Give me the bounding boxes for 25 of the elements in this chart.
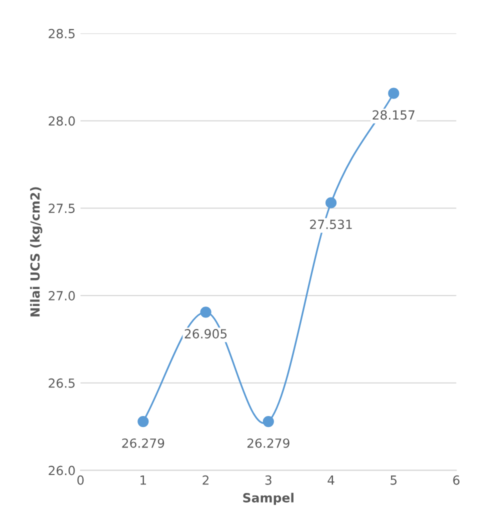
data-label: 28.157: [372, 110, 414, 120]
data-label: 26.279: [247, 438, 290, 448]
point: [138, 416, 149, 428]
x-tick-label: 3: [265, 475, 272, 485]
x-tick-label: 5: [390, 476, 397, 485]
y-tick-label: 28.0: [48, 116, 75, 126]
y-tick-label: 28.5: [48, 28, 75, 38]
x-tick-label: 4: [328, 476, 334, 485]
x-tick-label: 0: [77, 475, 84, 485]
y-tick-label: 26.5: [48, 378, 75, 388]
y-tick-label: 26.0: [48, 466, 75, 476]
point: [325, 197, 337, 208]
point: [262, 416, 274, 428]
y-tick-label: 27.5: [48, 204, 75, 214]
x-tick-label: 6: [453, 475, 460, 485]
x-axis-title: Sampel: [243, 492, 294, 505]
x-tick-label: 2: [202, 475, 208, 485]
y-axis-title: Nilai UCS (kg/cm2): [30, 187, 42, 316]
point: [388, 88, 400, 99]
data-label: 27.531: [310, 220, 352, 230]
y-tick-label: 27.0: [48, 291, 75, 300]
data-label: 26.279: [122, 438, 164, 448]
point: [200, 306, 212, 318]
data-label: 26.905: [184, 329, 227, 338]
x-tick-label: 1: [140, 476, 146, 485]
